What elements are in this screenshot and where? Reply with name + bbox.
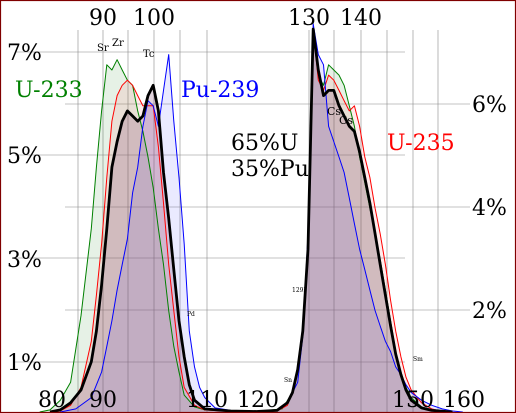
series-line-u-235: [49, 28, 453, 413]
label-mix: 65%U 35%Pu: [231, 131, 309, 182]
x-bottom-tick-160: 160: [443, 388, 485, 413]
annotation-sr: Sr: [97, 43, 109, 54]
x-top-tick-100: 100: [133, 6, 175, 31]
series-area-mix: [50, 29, 453, 413]
series-area-pu-239: [60, 23, 463, 413]
series-area-u-235: [50, 29, 453, 413]
annotation-i129: 129I: [292, 287, 306, 294]
annotation-cs2: Cs: [339, 114, 353, 127]
series-area-u-233: [39, 34, 453, 413]
x-bottom-tick-150: 150: [392, 388, 434, 413]
annotation-tc: Tc: [143, 49, 155, 60]
label-u233: U-233: [15, 78, 83, 103]
series-line-mix: [49, 27, 453, 413]
annotation-sm: Sm: [413, 356, 423, 363]
x-bottom-tick-90: 90: [89, 388, 117, 413]
x-bottom-tick-120: 120: [237, 388, 279, 413]
y-right-tick-1: 4%: [472, 196, 507, 221]
label-u235: U-235: [387, 131, 455, 156]
x-top-tick-90: 90: [89, 6, 117, 31]
y-left-tick-0: 7%: [7, 41, 42, 66]
y-right-tick-2: 2%: [472, 299, 507, 324]
label-mix-line1: 65%U: [231, 131, 298, 156]
x-bottom-tick-80: 80: [38, 388, 66, 413]
y-right-tick-0: 6%: [472, 93, 507, 118]
label-pu239: Pu-239: [181, 78, 259, 103]
y-left-tick-1: 5%: [7, 144, 42, 169]
tick-labels: 90 100 130 140 80 90 110 120 150 160 7% 5% 3% 1% 6% 4% 2…: [7, 6, 507, 413]
x-top-tick-130: 130: [288, 6, 330, 31]
series-lines: [39, 23, 463, 413]
x-top-tick-140: 140: [340, 6, 382, 31]
series-fills: [39, 23, 463, 413]
annotation-cs1: Cs: [327, 105, 341, 118]
label-mix-line2: 35%Pu: [231, 157, 309, 182]
annotation-sn: Sn: [284, 377, 292, 384]
annotation-pd: Pd: [187, 311, 195, 318]
y-left-tick-2: 3%: [7, 248, 42, 273]
y-left-tick-3: 1%: [7, 351, 42, 376]
annotation-zr: Zr: [112, 38, 124, 49]
x-bottom-tick-110: 110: [186, 388, 228, 413]
